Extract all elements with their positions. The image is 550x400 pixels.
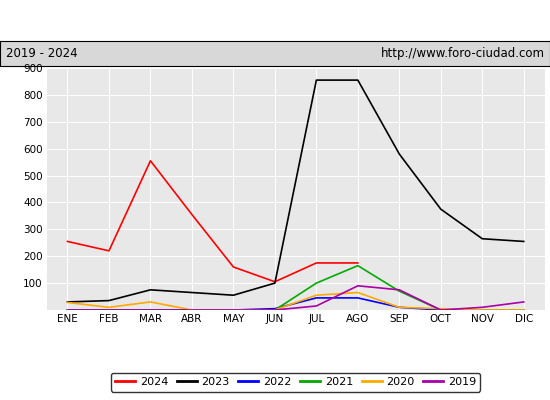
- Legend: 2024, 2023, 2022, 2021, 2020, 2019: 2024, 2023, 2022, 2021, 2020, 2019: [111, 373, 481, 392]
- Text: http://www.foro-ciudad.com: http://www.foro-ciudad.com: [381, 47, 544, 60]
- Text: 2019 - 2024: 2019 - 2024: [6, 47, 77, 60]
- Text: Evolucion Nº Turistas Extranjeros en el municipio de Vilamòs: Evolucion Nº Turistas Extranjeros en el …: [24, 13, 526, 29]
